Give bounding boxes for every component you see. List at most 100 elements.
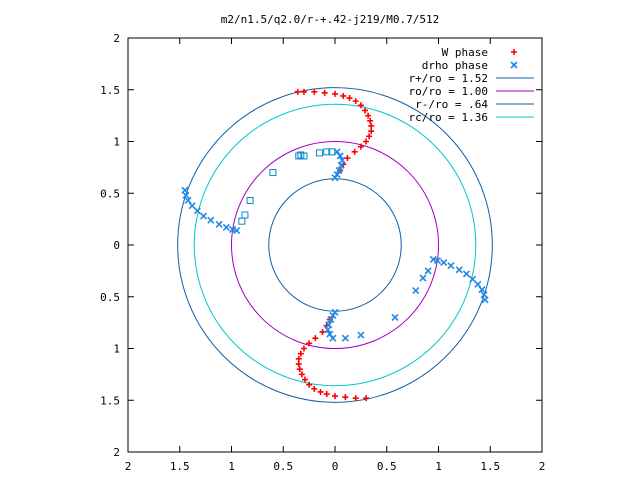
drho-phase-point	[447, 262, 455, 270]
y-tick-label: 1.5	[100, 84, 120, 97]
y-tick-label: 1	[113, 136, 120, 149]
w-phase-point	[297, 350, 304, 357]
w-phase-point	[312, 335, 319, 342]
drho-phase-point	[357, 331, 365, 339]
w-phase-point	[306, 381, 313, 388]
drho-phase-point	[391, 313, 399, 322]
drho-phase-point	[336, 152, 344, 160]
w-phase-point	[363, 138, 370, 145]
drho-phase-point	[326, 330, 334, 338]
drho-phase-point	[469, 275, 477, 283]
legend-marker-cross	[510, 61, 518, 69]
y-tick-label: 1	[113, 343, 120, 356]
w-phase-point	[352, 395, 359, 402]
w-phase-point	[357, 102, 364, 109]
w-phase-point	[332, 393, 338, 400]
drho-phase-point	[324, 326, 332, 334]
w-phase-point	[311, 385, 318, 392]
w-phase-point	[342, 394, 349, 401]
x-tick-label: 2	[539, 460, 546, 473]
x-tick-label: 1.5	[480, 460, 500, 473]
drho-phase-point	[337, 161, 345, 169]
legend-label: r+/ro = 1.52	[409, 72, 488, 85]
y-tick-label: 0.5	[100, 291, 120, 304]
x-tick-label: 1	[435, 460, 442, 473]
axis-ticks: 2 1.5 1 0.5 0 0.5 1 1.5 221.510.500.511.52	[100, 32, 545, 473]
square-point	[323, 148, 331, 156]
drho-phase-point	[215, 220, 223, 228]
w-phase-point	[365, 112, 372, 119]
drho-phase-point	[233, 226, 241, 235]
drho-phase-point	[480, 291, 488, 299]
y-tick-label: 0	[113, 239, 120, 252]
w-phase-point	[340, 92, 347, 99]
drho-phase-point	[412, 286, 420, 295]
circle-r0	[177, 87, 493, 403]
legend-label: ro/ro = 1.00	[409, 85, 488, 98]
drho-phase-point	[331, 174, 339, 182]
drho-phase-point	[474, 280, 482, 288]
w-phase-point	[357, 143, 364, 150]
x-tick-label: 0.5	[377, 460, 397, 473]
circle-r1	[231, 141, 439, 349]
w-phase-point	[332, 90, 338, 97]
drho-phase-point	[455, 266, 463, 274]
square-point	[241, 211, 249, 219]
square-point	[238, 217, 246, 225]
square-point	[315, 149, 323, 157]
drho-phase-point	[222, 223, 230, 231]
w-phase-point	[298, 371, 305, 378]
w-phase-point	[300, 88, 307, 95]
drho-phase-point	[462, 270, 471, 278]
x-tick-label: 0	[332, 460, 339, 473]
drho-phase-point	[207, 216, 215, 224]
y-tick-label: 0.5	[100, 187, 120, 200]
square-point	[269, 169, 277, 177]
w-phase-point	[311, 88, 318, 95]
reference-circles	[177, 87, 493, 403]
x-tick-label: 2	[125, 460, 132, 473]
drho-phase-point	[424, 267, 432, 275]
w-phase-point	[317, 388, 324, 395]
y-tick-label: 2	[113, 446, 120, 459]
w-phase-point	[351, 148, 358, 155]
drho-phase-point	[341, 334, 349, 342]
drho-phase-point	[182, 191, 190, 199]
w-phase-point	[368, 128, 375, 135]
w-phase-point	[346, 95, 353, 102]
x-tick-label: 1.5	[170, 460, 190, 473]
drho-phase-point	[325, 321, 333, 329]
w-phase-point	[323, 391, 330, 398]
w-phase-point	[321, 89, 328, 96]
drho-phase-point	[199, 212, 208, 220]
drho-phase-point	[440, 259, 448, 267]
drho-phase-point	[327, 315, 335, 324]
legend-label: r-/ro = .64	[415, 98, 488, 111]
legend-label: rc/ro = 1.36	[409, 111, 488, 124]
w-phase-point	[306, 340, 313, 347]
w-phase-point	[295, 361, 302, 368]
drho-phase-point	[331, 308, 339, 316]
drho-phase-point	[335, 166, 343, 175]
drho-phase-point	[419, 274, 427, 282]
drho-phase-point	[338, 156, 346, 164]
square-point	[295, 152, 303, 160]
chart-title: m2/n1.5/q2.0/r-+.42-j219/M0.7/512	[221, 13, 440, 26]
drho-phase-point	[188, 202, 196, 210]
y-tick-label: 2	[113, 32, 120, 45]
data-points	[181, 88, 489, 402]
w-phase-point	[366, 133, 373, 140]
w-phase-point	[295, 355, 302, 362]
square-point	[297, 151, 305, 159]
w-phase-point	[352, 98, 359, 105]
w-phase-point	[362, 107, 369, 114]
w-phase-point	[294, 88, 301, 95]
legend-marker-plus	[511, 49, 517, 55]
drho-phase-point	[181, 186, 189, 194]
w-phase-point	[368, 122, 375, 129]
w-phase-point	[296, 366, 303, 373]
w-phase-point	[367, 117, 374, 124]
circle-r3	[193, 103, 477, 387]
